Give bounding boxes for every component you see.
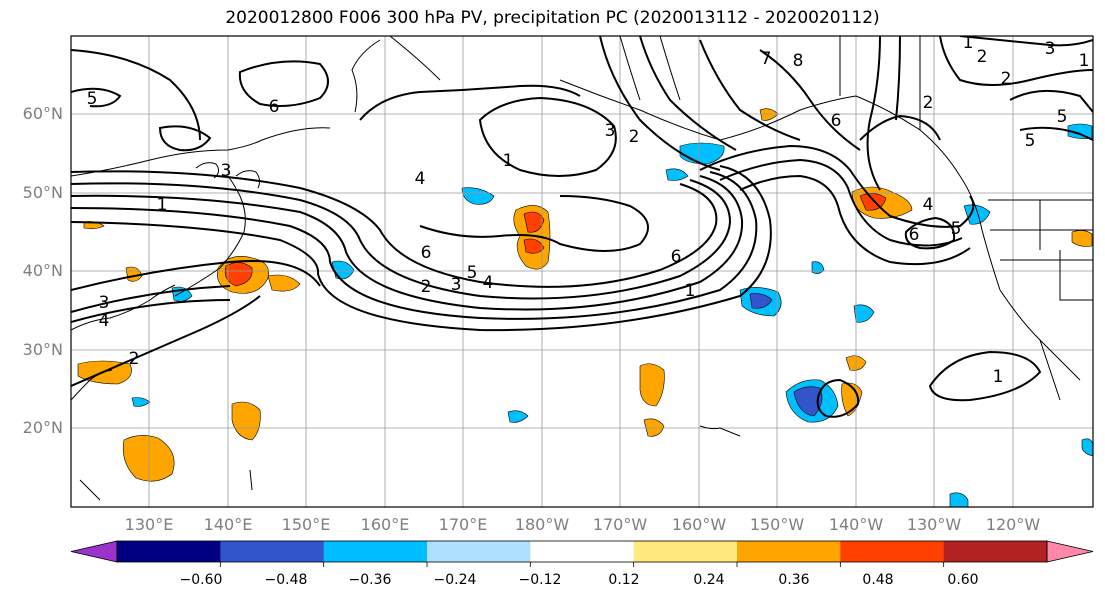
- contour-label: 5: [951, 219, 962, 239]
- contour-label: 5: [87, 89, 98, 109]
- contour-label: 4: [99, 311, 110, 331]
- lat-label: 40°N: [22, 261, 63, 280]
- map-frame: [70, 35, 1094, 508]
- colorbar-tick-label: −0.24: [433, 572, 477, 588]
- colorbar-tick-label: −0.12: [518, 572, 562, 588]
- colorbar-segment: [220, 541, 325, 562]
- colorbar-border: [116, 540, 1048, 563]
- contour-label: 3: [451, 275, 462, 295]
- lat-label: 20°N: [22, 418, 63, 437]
- lon-label: 130°E: [124, 515, 174, 534]
- precipitation-shading: [77, 108, 1093, 507]
- contour-label-group: 5 6 7 8 1 2 2 5 3 2 6 5 1 4 3 6 5 2 3 4 …: [87, 33, 1090, 387]
- colorbar-segment: [323, 541, 428, 562]
- colorbar: [70, 540, 1094, 567]
- contour-label: 2: [129, 349, 140, 369]
- contour-label: 6: [909, 225, 920, 245]
- lon-label: 150°W: [749, 515, 805, 534]
- colorbar-segment: [737, 541, 841, 562]
- contour-label: 2: [1001, 69, 1012, 89]
- colorbar-extend-right: [1046, 540, 1094, 563]
- contour-label: 5: [1025, 131, 1036, 151]
- contour-label: 7: [761, 49, 772, 69]
- colorbar-tick-label: −0.36: [348, 572, 392, 588]
- colorbar-segment: [530, 541, 635, 562]
- map-title: 2020012800 F006 300 hPa PV, precipitatio…: [225, 8, 880, 28]
- lon-label: 150°E: [281, 515, 331, 534]
- contour-label: 2: [421, 277, 432, 297]
- colorbar-tick-label: 0.12: [608, 572, 640, 588]
- lon-label: 140°W: [828, 515, 884, 534]
- contour-label: 4: [483, 273, 494, 293]
- colorbar-segment: [633, 541, 738, 562]
- lon-label: 180°W: [514, 515, 570, 534]
- lon-label: 130°W: [906, 515, 962, 534]
- lat-label: 30°N: [22, 340, 63, 359]
- colorbar-segment: [427, 541, 531, 562]
- contour-label: 5: [467, 263, 478, 283]
- contour-label: 4: [923, 195, 934, 215]
- contour-label: 3: [99, 293, 110, 313]
- contour-label: 3: [605, 121, 616, 141]
- map-gridlines: [71, 36, 1093, 507]
- colorbar-segment: [840, 541, 945, 562]
- colorbar-tick-label: 0.60: [947, 572, 979, 588]
- lon-label: 140°E: [203, 515, 253, 534]
- lon-label: 160°E: [360, 515, 410, 534]
- contour-label: 6: [421, 243, 432, 263]
- colorbar-tick-label: 0.24: [693, 572, 725, 588]
- contour-label: 6: [269, 97, 280, 117]
- colorbar-tick-label: 0.36: [778, 572, 810, 588]
- contour-label: 2: [977, 47, 988, 67]
- contour-label: 4: [415, 169, 426, 189]
- lon-label: 120°W: [985, 515, 1041, 534]
- contour-label: 1: [963, 33, 974, 53]
- coastlines: [71, 36, 1093, 501]
- contour-label: 8: [793, 51, 804, 71]
- contour-label: 1: [993, 367, 1004, 387]
- lon-label: 170°W: [592, 515, 648, 534]
- lon-label: 160°W: [671, 515, 727, 534]
- contour-label: 2: [923, 93, 934, 113]
- contour-label: 3: [1045, 39, 1056, 59]
- colorbar-segment: [943, 541, 1048, 562]
- lon-label: 170°E: [438, 515, 488, 534]
- contour-label: 1: [685, 281, 696, 301]
- colorbar-tick-label: −0.48: [264, 572, 308, 588]
- contour-label: 1: [503, 151, 514, 171]
- colorbar-extend-left: [70, 540, 118, 563]
- contour-label: 1: [157, 195, 168, 215]
- lat-label: 50°N: [22, 183, 63, 202]
- contour-label: 6: [831, 111, 842, 131]
- lat-label: 60°N: [22, 104, 63, 123]
- colorbar-segment: [117, 541, 221, 562]
- contour-label: 3: [221, 161, 232, 181]
- contour-label: 2: [629, 127, 640, 147]
- contour-label: 6: [671, 247, 682, 267]
- colorbar-tick-label: 0.48: [862, 572, 894, 588]
- pv-contours: [71, 36, 1093, 418]
- contour-label: 1: [1079, 51, 1090, 71]
- contour-label: 5: [1057, 107, 1068, 127]
- colorbar-tick-label: −0.60: [179, 572, 223, 588]
